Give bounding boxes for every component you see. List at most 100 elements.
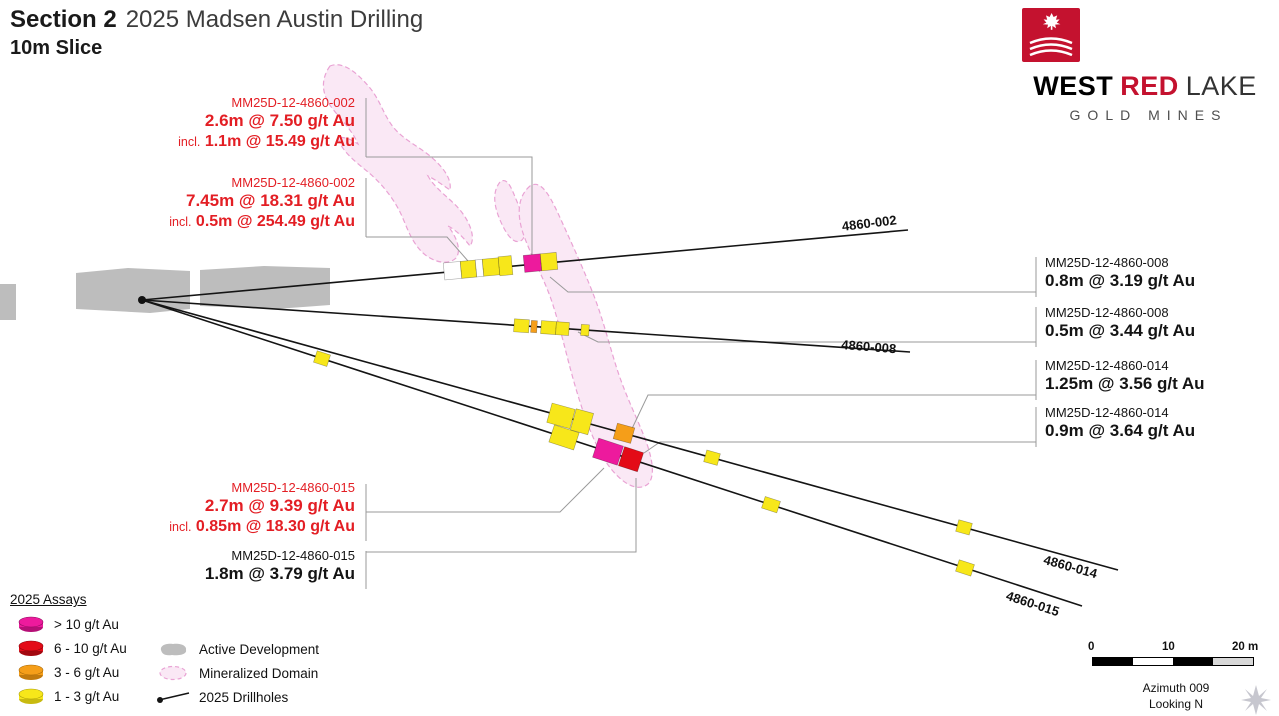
- assay-marker: [442, 261, 463, 281]
- assay-interval-markers: [313, 252, 975, 577]
- wave-lines-icon: [1029, 37, 1073, 57]
- assay-marker: [497, 255, 514, 277]
- assay-puck-red-icon: [18, 640, 44, 656]
- active-development-icon: [160, 643, 187, 656]
- assay-marker: [555, 321, 570, 336]
- callout-hole-id: MM25D-12-4860-008: [1045, 255, 1169, 270]
- scale-bar: [1092, 657, 1254, 666]
- callout-assay-value: 7.45m @ 18.31 g/t Au: [185, 190, 355, 210]
- scale-segment: [1213, 658, 1253, 665]
- legend-label: Mineralized Domain: [199, 665, 319, 681]
- assay-marker: [761, 496, 781, 514]
- callout-assay-value: 0.5m @ 3.44 g/t Au: [1045, 320, 1196, 340]
- assay-marker: [540, 320, 557, 335]
- assay-marker: [580, 324, 590, 337]
- callout-included-value: incl. 1.1m @ 15.49 g/t Au: [178, 132, 355, 150]
- callout-4860-015-b: MM25D-12-4860-015 1.8m @ 3.79 g/t Au: [115, 548, 355, 585]
- assay-marker: [522, 253, 543, 273]
- callout-4860-002-a: MM25D-12-4860-002 2.6m @ 7.50 g/t Au inc…: [115, 95, 355, 151]
- scale-segment: [1093, 658, 1133, 665]
- assay-marker: [618, 446, 644, 473]
- logo-lake: LAKE: [1185, 71, 1257, 101]
- page-title: Section 2 2025 Madsen Austin Drilling 10m…: [10, 6, 423, 60]
- legend-label: 6 - 10 g/t Au: [54, 641, 127, 656]
- scale-segment: [1133, 658, 1173, 665]
- callout-4860-014-b: MM25D-12-4860-014 0.9m @ 3.64 g/t Au: [1045, 405, 1275, 442]
- callout-4860-002-b: MM25D-12-4860-002 7.45m @ 18.31 g/t Au i…: [95, 175, 355, 231]
- scale-label-20m: 20 m: [1232, 641, 1259, 653]
- callout-hole-id: MM25D-12-4860-008: [1045, 305, 1169, 320]
- callout-included-value: incl. 0.85m @ 18.30 g/t Au: [169, 517, 355, 535]
- maple-leaf-icon: [1042, 13, 1061, 30]
- legend-item-3-6: 3 - 6 g/t Au: [16, 664, 119, 681]
- assay-marker: [592, 437, 624, 466]
- scale-segment: [1173, 658, 1213, 665]
- logo-red: RED: [1120, 71, 1179, 101]
- collar-point: [138, 296, 146, 304]
- assay-puck-orange-icon: [18, 664, 44, 680]
- callout-hole-id: MM25D-12-4860-014: [1045, 358, 1169, 373]
- logo-goldmines: GOLD MINES: [1069, 107, 1228, 123]
- assay-marker: [474, 258, 485, 278]
- assay-puck-yellow-icon: [18, 688, 44, 704]
- assay-marker: [570, 408, 594, 436]
- drillhole-trace-icon: [157, 692, 190, 703]
- assay-marker: [513, 318, 530, 334]
- callout-assay-value: 1.25m @ 3.56 g/t Au: [1045, 373, 1205, 393]
- callout-hole-id: MM25D-12-4860-002: [231, 175, 355, 190]
- legend-label: 3 - 6 g/t Au: [54, 665, 120, 680]
- callout-4860-008-a: MM25D-12-4860-008 0.8m @ 3.19 g/t Au: [1045, 255, 1275, 292]
- leader-lines: [365, 98, 1037, 589]
- title-line1: Section 2 2025 Madsen Austin Drilling: [10, 6, 423, 34]
- wrl-logo-mark: [1022, 8, 1080, 62]
- assay-marker: [530, 320, 538, 334]
- assay-marker: [539, 252, 559, 272]
- legend-title: 2025 Assays: [10, 592, 87, 607]
- active-development-shape: [0, 266, 330, 320]
- logo-wordmark: WEST RED LAKE: [1022, 71, 1268, 102]
- legend-label: > 10 g/t Au: [54, 617, 119, 632]
- assay-marker: [459, 259, 478, 279]
- legend-label: 1 - 3 g/t Au: [54, 689, 120, 704]
- legend-item-drillholes: 2025 Drillholes: [155, 688, 288, 706]
- assay-marker: [955, 519, 973, 536]
- legend-item-6-10: 6 - 10 g/t Au: [16, 640, 127, 657]
- title-slice: 10m Slice: [10, 37, 103, 59]
- assay-marker: [612, 422, 636, 444]
- compass-rose-icon: [1241, 685, 1271, 715]
- callout-included-value: incl. 0.5m @ 254.49 g/t Au: [169, 212, 355, 230]
- mineralized-domain-icon: [159, 665, 187, 681]
- callout-assay-value: 1.8m @ 3.79 g/t Au: [204, 563, 355, 583]
- title-subtitle: 2025 Madsen Austin Drilling: [125, 6, 424, 33]
- assay-marker: [313, 350, 331, 367]
- assay-marker: [481, 257, 501, 277]
- legend-item-domain: Mineralized Domain: [155, 664, 318, 682]
- logo-west: WEST: [1033, 71, 1114, 101]
- assay-marker: [955, 559, 975, 577]
- legend-label: 2025 Drillholes: [199, 689, 289, 705]
- legend-item-1-3: 1 - 3 g/t Au: [16, 688, 119, 705]
- legend-item-gt10: > 10 g/t Au: [16, 616, 119, 633]
- assay-marker: [548, 424, 580, 451]
- wrl-logo: WEST RED LAKE GOLD MINES: [1022, 8, 1268, 123]
- looking-label: Looking N: [1148, 696, 1204, 711]
- callout-4860-008-b: MM25D-12-4860-008 0.5m @ 3.44 g/t Au: [1045, 305, 1275, 342]
- callout-assay-value: 0.9m @ 3.64 g/t Au: [1045, 420, 1196, 440]
- assay-marker: [703, 449, 721, 466]
- scale-label-10: 10: [1162, 641, 1175, 653]
- title-section: Section 2: [10, 6, 117, 33]
- callout-hole-id: MM25D-12-4860-015: [231, 480, 355, 495]
- legend-label: Active Development: [199, 641, 320, 657]
- view-orientation: Azimuth 009 Looking N: [1092, 681, 1260, 712]
- callout-assay-value: 2.7m @ 9.39 g/t Au: [204, 495, 355, 515]
- callout-hole-id: MM25D-12-4860-002: [231, 95, 355, 110]
- legend-item-development: Active Development: [155, 640, 319, 658]
- callout-4860-014-a: MM25D-12-4860-014 1.25m @ 3.56 g/t Au: [1045, 358, 1275, 395]
- callout-assay-value: 0.8m @ 3.19 g/t Au: [1045, 270, 1196, 290]
- assay-puck-magenta-icon: [18, 616, 44, 632]
- azimuth-label: Azimuth 009: [1142, 681, 1210, 695]
- scale-label-0: 0: [1088, 641, 1095, 653]
- callout-assay-value: 2.6m @ 7.50 g/t Au: [204, 110, 355, 130]
